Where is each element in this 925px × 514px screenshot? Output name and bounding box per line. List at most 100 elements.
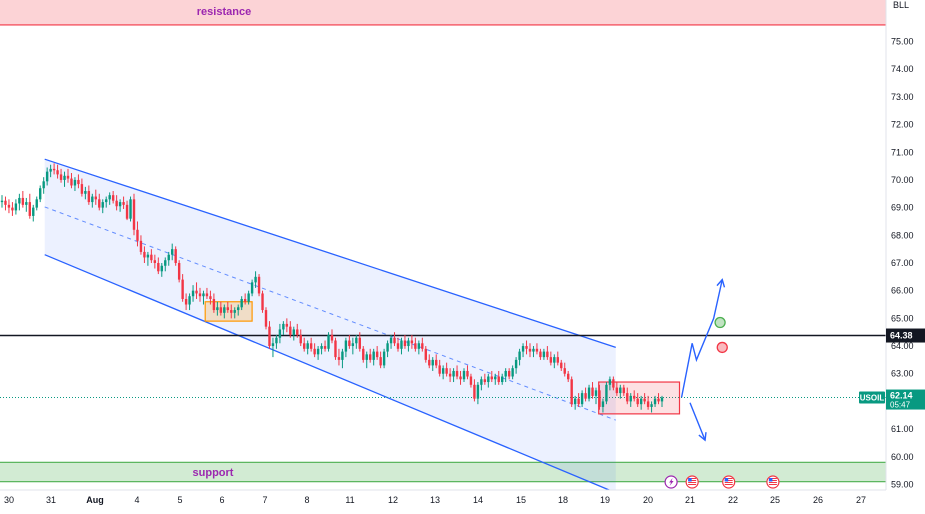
candle-body [271,343,275,347]
candle [80,178,84,197]
candle [657,393,660,405]
candle-body [462,370,466,380]
candle [32,204,35,222]
candle-body [629,395,632,402]
candle [303,337,306,352]
flag-stripe [768,484,777,485]
candle-body [483,379,487,383]
candle [417,340,421,355]
x-tick-label: 31 [46,495,56,505]
y-tick-label: 68.00 [891,230,914,240]
currency-label: BLL [893,0,909,10]
candle-body [414,343,417,349]
flag-stripe [768,478,777,479]
candle-body [657,398,660,402]
flag-canton [688,478,692,482]
candle-body [473,384,476,399]
candle-body [553,357,556,363]
candle-body [101,202,104,208]
candle [49,164,52,178]
candle-body [226,307,229,311]
candle-body [417,343,421,349]
candle [462,368,466,383]
candle-body [285,323,289,327]
candle-body [448,373,452,377]
candle [240,296,243,311]
flag-stripe [724,480,733,481]
candle [35,196,38,211]
candle-body [556,357,559,363]
candle [421,337,424,352]
candle [362,346,365,363]
candle [521,343,525,358]
candle [296,323,299,338]
candle [375,346,379,360]
candle-body [570,379,573,405]
signal-marker [716,341,728,354]
candle-body [514,359,518,369]
candle [507,368,511,380]
candle [77,174,80,189]
candle-body [504,370,507,377]
candle [556,351,559,366]
y-tick-label: 75.00 [891,37,914,47]
candle-body [125,204,129,219]
candle [351,337,355,355]
candle-body [386,343,389,352]
candle [490,370,493,383]
resistance-label: resistance [197,6,251,18]
time-axis-panel[interactable] [0,490,925,514]
candle [198,287,202,302]
candle [171,243,174,261]
candle-body [212,298,216,311]
candle-body [289,326,292,335]
candle [52,163,56,175]
lightning-glyph [669,478,674,486]
candle-body [580,393,584,405]
candle [476,382,480,405]
y-tick-label: 73.00 [891,92,914,102]
candle-body [337,357,341,360]
candle [372,348,375,366]
candle [598,384,601,410]
candle [403,334,407,349]
candle [570,376,573,407]
candle-body [136,229,139,241]
y-tick-label: 60.00 [891,452,914,462]
x-tick-label: 30 [4,495,14,505]
candle-body [73,179,77,186]
candle [18,193,21,211]
candle [532,346,535,358]
candle-body [84,191,87,194]
candle [59,168,63,183]
candle-body [511,368,514,377]
candle-body [111,195,115,201]
candle-body [49,168,52,172]
candle-body [532,348,535,352]
candle-body [316,348,320,355]
candle-body [525,346,528,349]
us-flag-icon [766,475,780,489]
candle-body [382,351,386,366]
candle-body [309,343,313,349]
y-tick-label: 64.00 [891,341,914,351]
candle [455,365,459,380]
candle [118,199,122,212]
candle [146,251,150,266]
candle [39,185,42,203]
candle [553,354,556,369]
candle-body [560,362,563,369]
candle [254,271,257,288]
candle [250,279,254,297]
flag-stripe [768,480,777,481]
candle [459,370,462,385]
x-tick-label: 4 [134,495,139,505]
candle-body [216,307,219,311]
candle [313,343,316,358]
candle [153,254,157,269]
candle [309,337,313,352]
candle-body [591,387,594,396]
candle [646,395,650,410]
candle-body [167,254,170,261]
